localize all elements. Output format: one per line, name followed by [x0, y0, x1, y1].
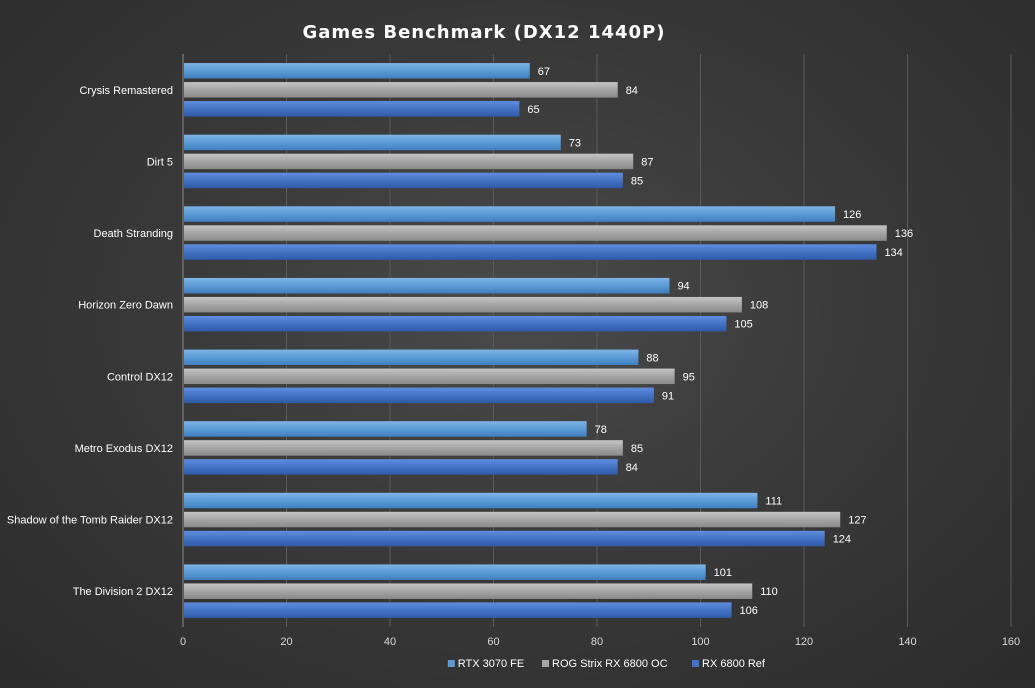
category-label: The Division 2 DX12	[73, 586, 173, 598]
bar-2-1	[184, 172, 623, 189]
legend-label: ROG Strix RX 6800 OC	[552, 658, 668, 670]
bar-1-7	[184, 583, 753, 599]
x-tick-label: 140	[898, 636, 916, 648]
category-labels: Crysis Remastered Dirt 5 Death Stranding Ho…	[7, 85, 173, 598]
data-label: 124	[833, 534, 851, 546]
category-label: Shadow of the Tomb Raider DX12	[7, 515, 173, 527]
x-tick-label: 80	[591, 636, 603, 648]
bar-2-0	[184, 101, 520, 117]
category-label: Metro Exodus DX12	[75, 443, 173, 455]
bar-2-2	[184, 244, 877, 260]
bar-1-4	[184, 368, 675, 385]
data-label: 87	[641, 156, 653, 168]
data-label: 85	[631, 443, 643, 455]
category-label: Crysis Remastered	[79, 85, 173, 97]
x-tick-label: 20	[280, 636, 292, 648]
bar-0-0	[184, 63, 530, 79]
bar-1-6	[184, 511, 841, 528]
bar-1-1	[184, 153, 634, 170]
data-label: 95	[683, 371, 695, 383]
data-label: 88	[646, 352, 658, 364]
data-label: 134	[884, 247, 902, 259]
data-label: 84	[626, 85, 638, 97]
bar-2-5	[184, 459, 618, 475]
data-label: 84	[626, 462, 638, 474]
data-label: 111	[765, 496, 782, 508]
legend-swatch	[447, 660, 455, 667]
x-tick-label: 160	[1002, 636, 1020, 648]
bar-0-2	[184, 206, 836, 222]
category-label: Horizon Zero Dawn	[78, 300, 173, 312]
data-labels: 67 84 65 73 87 85 126 136 134 94 108 105 88 95 91 78 85 8…	[527, 66, 913, 617]
legend: RTX 3070 FE ROG Strix RX 6800 OC RX 6800 R…	[447, 658, 766, 670]
bar-2-3	[184, 315, 727, 332]
bar-0-6	[184, 492, 758, 509]
data-label: 73	[569, 137, 581, 149]
data-label: 65	[527, 104, 539, 116]
data-label: 94	[677, 281, 689, 293]
data-label: 105	[734, 319, 752, 331]
x-tick-label: 120	[795, 636, 813, 648]
data-label: 78	[595, 424, 607, 436]
bar-2-6	[184, 530, 825, 547]
data-label: 67	[538, 66, 550, 78]
chart-title: Games Benchmark (DX12 1440P)	[303, 22, 666, 43]
bars	[184, 63, 887, 618]
bar-0-5	[184, 421, 587, 437]
data-label: 85	[631, 175, 643, 187]
x-tick-label: 0	[180, 636, 186, 648]
legend-label: RTX 3070 FE	[458, 658, 524, 670]
bar-1-2	[184, 225, 887, 241]
category-label: Death Stranding	[94, 228, 174, 240]
x-tick-label: 100	[691, 636, 709, 648]
bar-2-4	[184, 387, 654, 404]
legend-swatch	[542, 660, 549, 667]
data-label: 127	[848, 515, 866, 527]
data-label: 136	[895, 228, 913, 240]
x-tick-label: 40	[384, 636, 396, 648]
data-label: 101	[714, 567, 732, 579]
data-label: 91	[662, 390, 674, 402]
bar-1-5	[184, 440, 623, 456]
data-label: 126	[843, 209, 861, 221]
bar-1-0	[184, 82, 618, 98]
data-label: 106	[740, 605, 758, 617]
category-label: Control DX12	[107, 371, 173, 383]
data-label: 110	[760, 586, 778, 598]
bar-0-1	[184, 134, 561, 151]
bar-0-7	[184, 564, 706, 580]
bar-0-3	[184, 277, 670, 294]
x-axis-ticks: 0 20 40 60 80 100 120 140 160	[180, 636, 1020, 648]
data-label: 108	[750, 300, 768, 312]
category-label: Dirt 5	[147, 156, 173, 168]
bar-1-3	[184, 296, 742, 313]
legend-swatch	[692, 660, 699, 667]
x-tick-label: 60	[487, 636, 499, 648]
bar-0-4	[184, 349, 639, 366]
legend-label: RX 6800 Ref	[702, 658, 766, 670]
bar-2-7	[184, 602, 732, 618]
